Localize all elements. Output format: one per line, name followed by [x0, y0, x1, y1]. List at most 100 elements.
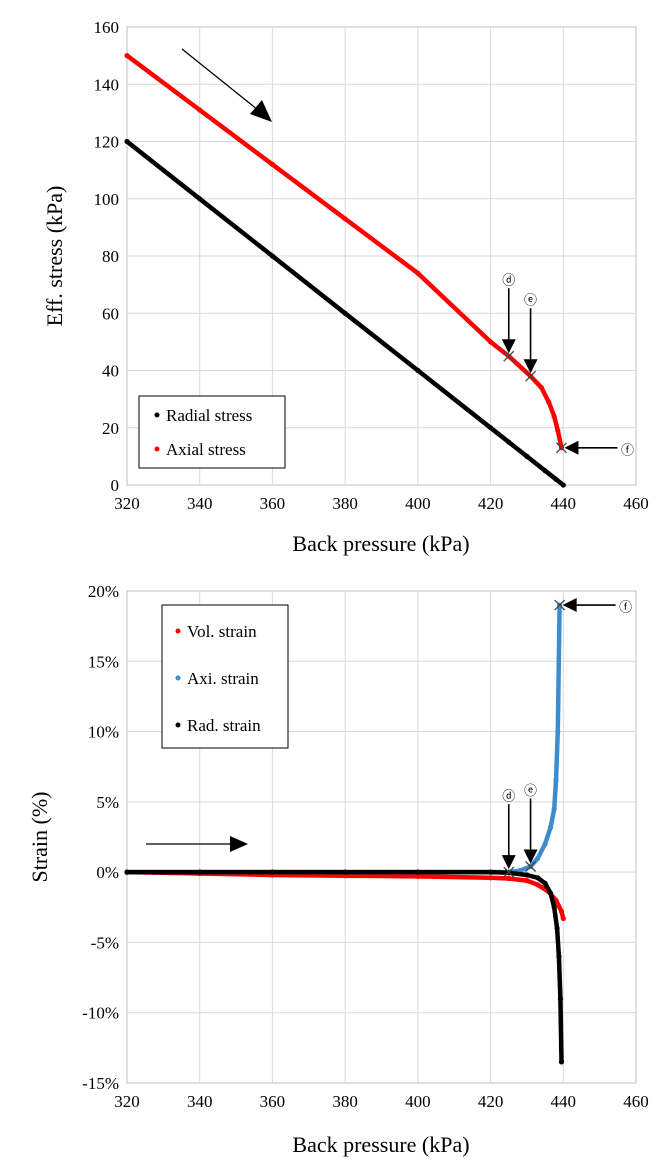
marker-label: ⓓ [502, 273, 515, 288]
y-tick-label: 40 [102, 362, 119, 381]
x-tick-label: 460 [623, 1092, 649, 1111]
marker-annotation: ⓔ [522, 780, 539, 872]
data-point [415, 873, 421, 880]
y-tick-label: 160 [94, 18, 120, 37]
y-tick-label: 0 [111, 476, 120, 495]
marker-label: ⓔ [524, 293, 537, 308]
data-point [535, 875, 541, 881]
legend-swatch-radial [154, 412, 160, 418]
y-axis-title: Strain (%) [27, 791, 52, 882]
marker-label: ⓕ [621, 442, 634, 457]
strain-chart: 320 340 360 380 400 420 440 460 -15% -10% -5% 0% 5% 1… [27, 582, 649, 1157]
y-tick-label: -5% [91, 933, 119, 952]
data-point [197, 196, 203, 202]
x-tick-label: 360 [260, 494, 286, 513]
tick-labels: 320 340 360 380 400 420 440 460 0 20 40 60 80 100 120 1… [94, 18, 649, 513]
y-tick-label: 20 [102, 419, 119, 438]
y-tick-label: -15% [82, 1074, 119, 1093]
marker-label: ⓓ [502, 789, 515, 804]
legend-swatch-axi [175, 675, 181, 681]
data-point [342, 873, 348, 879]
y-tick-label: 10% [88, 723, 119, 742]
legend-label-axi: Axi. strain [187, 669, 259, 688]
x-tick-label: 400 [405, 1092, 431, 1111]
legend-label-rad: Rad. strain [187, 716, 261, 735]
data-point [488, 425, 494, 431]
data-point [551, 806, 557, 812]
legend-swatch-axial [154, 446, 160, 452]
marker-annotation: ⓓ [500, 270, 517, 362]
y-tick-label: 15% [88, 652, 119, 671]
y-tick-label: 120 [94, 133, 120, 152]
x-axis-title: Back pressure (kPa) [292, 531, 469, 556]
x-tick-label: 340 [187, 494, 213, 513]
data-point [524, 878, 530, 884]
y-tick-label: -10% [82, 1004, 119, 1023]
x-tick-label: 420 [478, 494, 504, 513]
y-tick-label: 20% [88, 582, 119, 601]
data-point [342, 310, 348, 316]
legend: Radial stress Axial stress [138, 395, 286, 469]
marker-label: ⓔ [524, 783, 537, 798]
x-tick-label: 440 [551, 1092, 577, 1111]
x-tick-label: 400 [405, 494, 431, 513]
marker-annotation: ⓔ [522, 290, 539, 382]
data-point [124, 53, 130, 59]
data-point [556, 953, 562, 960]
data-point [269, 869, 275, 875]
x-tick-label: 340 [187, 1092, 213, 1111]
data-point [560, 915, 566, 922]
data-point [488, 869, 494, 875]
data-point [551, 904, 557, 910]
x-tick-label: 380 [332, 494, 358, 513]
data-point [488, 339, 494, 345]
data-point [415, 869, 421, 875]
x-tick-label: 420 [478, 1092, 504, 1111]
marker-annotation: ⓕ [556, 439, 636, 457]
data-point [269, 161, 275, 167]
data-point [124, 869, 130, 875]
x-tick-label: 460 [623, 494, 649, 513]
data-point [506, 875, 512, 882]
x-axis-title: Back pressure (kPa) [292, 1132, 469, 1157]
data-point [124, 138, 130, 145]
y-tick-label: 80 [102, 247, 119, 266]
data-point [524, 453, 530, 459]
data-point [542, 841, 548, 847]
data-point [555, 729, 561, 735]
data-point [548, 890, 554, 896]
y-tick-label: 100 [94, 190, 120, 209]
legend-swatch-vol [175, 628, 181, 634]
data-point [548, 824, 554, 830]
data-point [342, 216, 348, 222]
tick-labels: 320 340 360 380 400 420 440 460 -15% -10% -5% 0% 5% 1… [82, 582, 649, 1111]
data-point [542, 468, 548, 474]
legend: Vol. strain Axi. strain Rad. strain [161, 604, 289, 749]
series-group [124, 602, 566, 1065]
legend-label-axial: Axial stress [166, 440, 246, 459]
x-tick-label: 320 [114, 494, 140, 513]
data-point [560, 482, 566, 488]
data-point [506, 439, 512, 445]
x-tick-label: 360 [260, 1092, 286, 1111]
series-line [124, 869, 564, 1065]
data-point [535, 882, 541, 888]
data-point [558, 1059, 565, 1065]
direction-arrow [146, 836, 248, 852]
data-point [197, 107, 203, 113]
data-point [415, 270, 421, 276]
data-point [524, 872, 530, 878]
data-point [538, 385, 545, 391]
x-tick-label: 440 [551, 494, 577, 513]
marker-label: ⓕ [619, 600, 632, 615]
markers: ⓓ ⓔ ⓕ [500, 597, 634, 878]
y-axis-title: Eff. stress (kPa) [42, 186, 67, 327]
data-point [415, 367, 421, 374]
legend-label-radial: Radial stress [166, 406, 252, 425]
data-point [554, 925, 560, 932]
data-point [197, 869, 203, 875]
data-point [558, 908, 565, 915]
data-point [553, 778, 559, 784]
direction-arrow [181, 48, 272, 122]
